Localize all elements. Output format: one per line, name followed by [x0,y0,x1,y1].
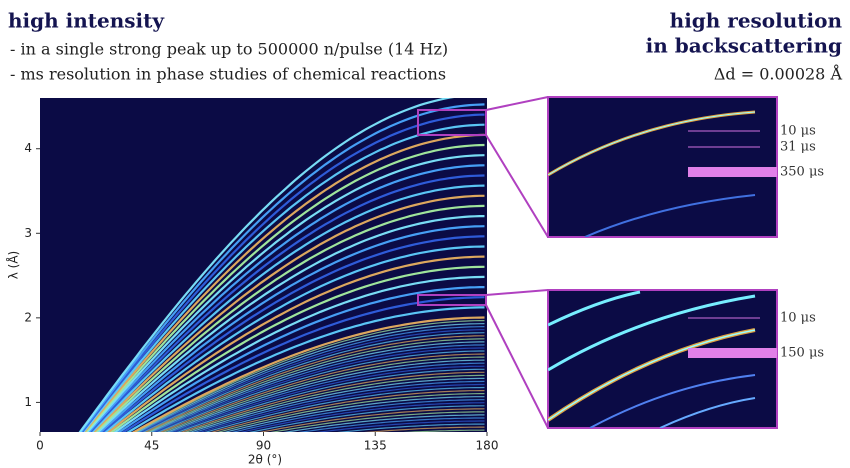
curve [204,386,485,432]
curve [109,265,485,432]
inset-curves [548,290,756,428]
bullet: - in a single strong peak up to 500000 n… [10,40,448,59]
curve [103,245,485,432]
curve [80,113,485,432]
curve [239,402,485,432]
curve [156,350,485,432]
inset-curves [548,110,756,237]
curve [136,323,485,432]
curve [134,320,485,432]
curve [151,344,485,432]
curve [149,341,485,432]
curve [184,374,485,432]
curve [85,154,485,432]
curve [270,411,485,432]
curve [78,98,455,432]
title: high intensity [8,9,165,33]
curve [231,399,485,432]
curve [198,383,485,432]
curve [138,326,485,432]
zoom-links [417,96,549,429]
curves [78,98,485,432]
curve [172,365,485,432]
curve [159,353,485,432]
curve [283,414,485,432]
curve [90,184,485,432]
curve [96,215,485,432]
curve [98,225,485,432]
curve [131,316,485,432]
curve [83,133,485,432]
curve [258,408,485,432]
curve [94,204,485,432]
curve [92,194,485,432]
curve [193,380,485,432]
curve [140,329,485,432]
curve [162,356,485,432]
resolution: Δd = 0.00028 Å [714,64,843,84]
curve [169,362,485,432]
y-tick-label: 2 [24,310,32,324]
curve [117,286,485,432]
time-label: 350 μs [780,165,824,180]
y-tick-label: 3 [24,226,32,240]
curve [142,332,485,432]
curve [364,426,485,432]
curve [144,335,485,432]
curve [126,306,485,432]
curve [146,338,485,432]
y-axis-label: λ (Å) [6,251,21,280]
x-axis-label: 2θ (°) [248,453,282,467]
curve [81,123,485,432]
curve [210,390,485,432]
x-tick-label: 135 [364,439,387,453]
right-title: high resolution [670,9,843,33]
x-tick-label: 180 [476,439,499,453]
curve [101,235,485,432]
time-markers [688,130,777,358]
bullet: - ms resolution in phase studies of chem… [10,65,446,84]
curve [88,174,485,432]
curve [121,296,485,432]
curve [106,255,485,432]
curve [79,103,485,432]
x-tick-label: 45 [144,439,159,453]
time-label: 10 μs [780,124,816,139]
y-tick-label: 4 [24,141,32,155]
curve [84,143,485,432]
y-tick-label: 1 [24,395,32,409]
curve [315,420,485,432]
curve [216,393,485,432]
x-tick-label: 0 [36,439,44,453]
curve [189,377,485,432]
curve [154,347,485,432]
curve [113,275,485,432]
x-tick-label: 90 [256,439,271,453]
time-label: 31 μs [780,140,816,155]
curve [223,396,485,432]
curve [180,371,485,432]
curve [298,417,485,432]
curve [176,368,485,432]
curve [248,405,485,432]
curve [165,359,485,432]
time-label: 10 μs [780,311,816,326]
curve [87,164,485,432]
right-title: in backscattering [646,34,842,58]
curve [337,423,485,432]
time-label: 150 μs [780,346,824,361]
